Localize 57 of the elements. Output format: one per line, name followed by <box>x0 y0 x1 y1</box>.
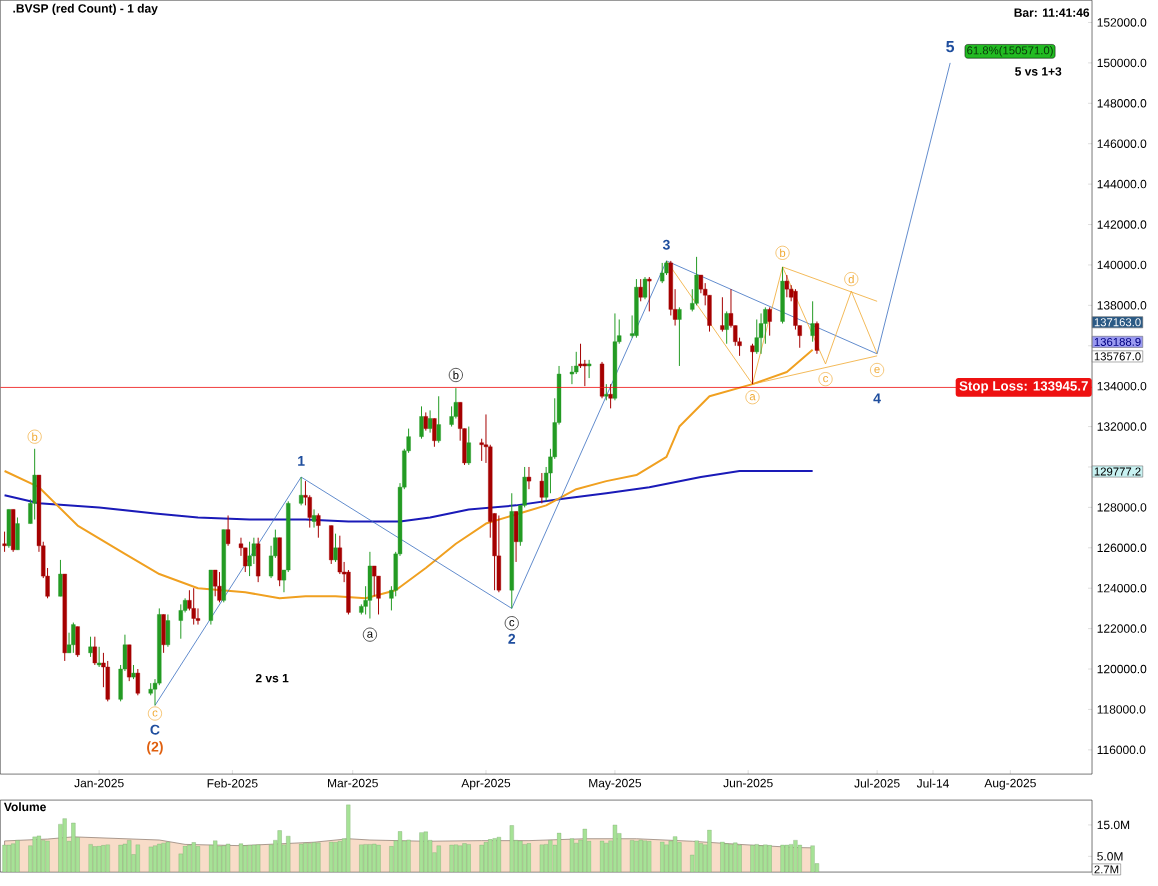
y-tick-label: 126000.0 <box>1097 543 1147 553</box>
y-tick-label: 150000.0 <box>1097 58 1147 68</box>
y-tick-label: 118000.0 <box>1097 705 1146 714</box>
y-tick-label: 128000.0 <box>1097 503 1147 512</box>
x-tick-label: Jun-2025 <box>723 778 773 788</box>
annotation: c <box>823 375 829 383</box>
y-tick-label: 140000.0 <box>1097 260 1147 270</box>
y-tick-label: 132000.0 <box>1097 422 1147 431</box>
annotation: Bar: 11:41:46 <box>1014 8 1090 17</box>
annotation: c <box>152 710 158 717</box>
x-tick-label: Feb-2025 <box>207 778 258 788</box>
y-tick-label: 5.0M <box>1097 852 1123 861</box>
y-tick-label: 138000.0 <box>1097 301 1147 310</box>
annotation: b <box>780 248 786 257</box>
text: 136188.9 <box>1094 337 1141 346</box>
annotation: d <box>848 274 854 284</box>
x-tick-label: Mar-2025 <box>328 778 378 788</box>
ref-line-label: Stop Loss: 133945.7 <box>959 381 1088 394</box>
x-tick-label: Jul-2025 <box>854 778 900 788</box>
y-tick-label: 146000.0 <box>1097 139 1147 148</box>
y-tick-label: 15.0M <box>1097 820 1130 830</box>
y-tick-label: 116000.0 <box>1097 745 1146 755</box>
annotation: b <box>32 432 38 441</box>
y-tick-label: 148000.0 <box>1097 99 1147 108</box>
annotation: 5 vs 1+3 <box>1015 67 1062 76</box>
annotation: 1 <box>298 456 305 466</box>
chart-title: Volume <box>3 802 46 812</box>
x-tick-label: Aug-2025 <box>984 778 1036 790</box>
annotation: 4 <box>873 393 881 404</box>
annotation: 5 <box>946 41 955 53</box>
annotation: C <box>150 724 160 735</box>
y-tick-label: 120000.0 <box>1097 664 1147 674</box>
y-tick-label: 122000.0 <box>1097 624 1147 633</box>
text: 135767.0 <box>1094 352 1141 361</box>
y-tick-label: 124000.0 <box>1097 583 1147 593</box>
text: 2.7M <box>1094 865 1119 874</box>
annotation: a <box>367 631 374 638</box>
y-tick-label: 152000.0 <box>1097 18 1147 27</box>
annotation: 2 vs 1 <box>255 673 289 683</box>
y-tick-label: 144000.0 <box>1097 179 1147 189</box>
annotation: c <box>509 620 515 627</box>
annotation: (2) <box>147 741 163 755</box>
annotation: 61.8%(150571.0) <box>967 46 1053 57</box>
chart-title: .BVSP (red Count) - 1 day <box>13 3 158 16</box>
annotation: e <box>874 366 880 374</box>
x-tick-label: Apr-2025 <box>461 778 511 790</box>
text: 137163.0 <box>1094 318 1141 327</box>
annotation: b <box>453 370 459 380</box>
y-tick-label: 134000.0 <box>1097 381 1147 391</box>
text: 129777.2 <box>1094 467 1141 476</box>
x-tick-label: Jul-14 <box>916 778 949 788</box>
annotation: a <box>749 394 756 401</box>
x-tick-label: May-2025 <box>589 778 642 790</box>
annotation: 3 <box>662 239 670 250</box>
annotation: 2 <box>508 633 516 644</box>
x-tick-label: Jan-2025 <box>74 778 124 788</box>
y-tick-label: 142000.0 <box>1097 220 1147 229</box>
